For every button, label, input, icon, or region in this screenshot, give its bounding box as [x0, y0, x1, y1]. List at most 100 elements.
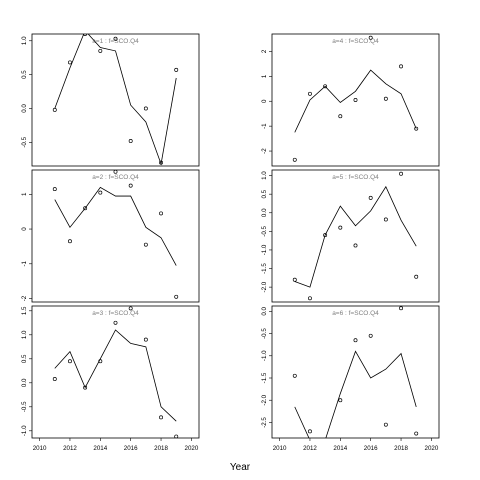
observation-point — [98, 48, 103, 53]
panel-title: a=6 : f=SCO.Q4 — [332, 310, 379, 317]
observation-point — [83, 385, 88, 390]
plot-area — [292, 306, 419, 442]
y-tick-label: -1.0 — [21, 425, 28, 436]
observation-point — [159, 415, 163, 420]
observation-point — [383, 422, 388, 427]
observation-point — [98, 190, 103, 195]
observation-point — [68, 359, 72, 364]
panel-6: a=6 : f=SCO.Q4 -2.5 -2.0 -1.5 -1.0 -0.5 0.0 201… — [261, 305, 440, 452]
panel-5: a=3 : f=SCO.Q4 -1.0 -0.5 0.0 0.5 1.0 1.5 2010 20… — [21, 305, 200, 452]
y-tick-label: -1.0 — [261, 244, 268, 255]
y-tick-label: -0.5 — [21, 136, 28, 147]
observation-point — [368, 333, 373, 338]
observation-point — [52, 377, 57, 381]
observation-point — [323, 233, 328, 238]
panel-title: a=1 : f=SCO.Q4 — [92, 38, 139, 45]
observation-point — [113, 36, 118, 41]
panel-4: a=5 : f=SCO.Q4 -2.0 -1.5 -1.0 -0.5 0.0 0.5 1.0 — [261, 169, 440, 303]
observation-point — [383, 96, 388, 101]
x-tick-label: 2018 — [394, 445, 408, 452]
y-tick-label: -1.0 — [261, 350, 268, 361]
observation-point — [353, 98, 358, 102]
observation-point — [143, 106, 148, 111]
observation-point — [338, 225, 343, 230]
panel-frame — [271, 305, 440, 439]
observation-point — [338, 398, 343, 403]
x-tick-label: 2014 — [93, 445, 107, 452]
y-tick-label: -0.5 — [261, 225, 268, 236]
x-tick-label: 2014 — [333, 445, 347, 452]
y-tick-label: 1 — [261, 74, 268, 78]
x-tick-label: 2016 — [124, 445, 138, 452]
panel-title: a=2 : f=SCO.Q4 — [92, 174, 139, 181]
observation-point — [98, 359, 103, 364]
observation-point — [292, 157, 297, 162]
y-tick-label: 1.0 — [261, 171, 268, 180]
observation-point — [308, 429, 312, 434]
y-tick-label: -0.5 — [21, 401, 28, 412]
observation-point — [143, 337, 148, 342]
observation-point — [68, 239, 72, 244]
panel-3: a=2 : f=SCO.Q4 -2 -1 0 1 — [21, 169, 200, 303]
observation-point — [323, 84, 328, 89]
observation-point — [83, 34, 88, 36]
y-tick-label: -1 — [21, 260, 28, 266]
observation-point — [308, 91, 312, 96]
panel-frame — [31, 305, 200, 439]
observation-point — [128, 306, 133, 311]
observation-point — [174, 434, 179, 438]
observation-point — [159, 160, 163, 165]
observation-point — [399, 306, 403, 311]
y-tick-label: 0.5 — [261, 189, 268, 198]
panel-frame — [31, 33, 200, 167]
fitted-line — [54, 34, 177, 166]
observation-point — [52, 107, 57, 112]
observation-point — [174, 294, 179, 299]
x-tick-label: 2010 — [33, 445, 47, 452]
observation-point — [399, 171, 403, 176]
y-tick-label: -1 — [261, 123, 268, 129]
observation-point — [383, 217, 388, 222]
y-tick-label: 0 — [261, 99, 268, 103]
observation-point — [324, 439, 327, 442]
observation-point — [399, 64, 403, 69]
x-tick-label: 2012 — [63, 445, 77, 452]
panel-title: a=5 : f=SCO.Q4 — [332, 174, 379, 181]
observation-point — [368, 195, 373, 200]
panels: a=1 : f=SCO.Q4 -0.5 0.0 0.5 1.0 a=4 : f=SCO.Q… — [21, 33, 440, 452]
y-tick-label: -2 — [21, 295, 28, 301]
y-tick-label: -2.5 — [261, 417, 268, 428]
y-tick-label: 0.0 — [261, 306, 268, 315]
x-tick-label: 2020 — [185, 445, 199, 452]
observation-point — [292, 373, 297, 378]
x-tick-label: 2020 — [425, 445, 439, 452]
y-tick-label: -0.5 — [261, 328, 268, 339]
panel-2: a=4 : f=SCO.Q4 -2 -1 0 1 2 — [261, 33, 440, 167]
plot-area — [292, 35, 419, 162]
plot-area — [52, 170, 179, 299]
observation-point — [128, 183, 133, 188]
x-tick-label: 2012 — [303, 445, 317, 452]
observation-point — [353, 243, 358, 248]
observation-point — [414, 126, 419, 131]
panel-frame — [271, 33, 440, 167]
y-tick-label: -2.0 — [261, 394, 268, 405]
fitted-line — [294, 185, 417, 288]
y-tick-label: 0.5 — [21, 354, 28, 363]
y-tick-label: 1.5 — [21, 306, 28, 315]
panel-title: a=4 : f=SCO.Q4 — [332, 38, 379, 45]
y-tick-label: -2 — [261, 148, 268, 154]
y-tick-label: 0.5 — [21, 70, 28, 79]
fitted-line — [54, 329, 177, 422]
observation-point — [83, 206, 88, 211]
y-tick-label: 2 — [261, 49, 268, 53]
plot-area — [52, 306, 179, 438]
y-tick-label: -1.5 — [261, 263, 268, 274]
x-tick-label: 2018 — [154, 445, 168, 452]
fitted-line — [294, 69, 417, 133]
y-tick-label: 1.0 — [21, 330, 28, 339]
observation-point — [292, 277, 297, 282]
x-tick-label: 2010 — [273, 445, 287, 452]
observation-point — [368, 35, 373, 40]
observation-point — [113, 320, 118, 325]
